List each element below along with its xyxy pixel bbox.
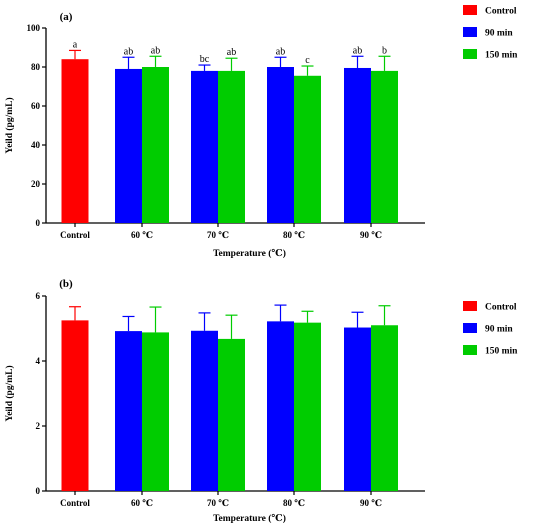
legend-label: 150 min [485, 51, 518, 61]
bar-70-150min [218, 70, 245, 224]
significance-label: a [73, 39, 78, 50]
legend-label: Control [485, 303, 517, 313]
legend-swatch [463, 323, 477, 333]
y-tick-label: 6 [36, 291, 41, 301]
bar-90-90min [344, 327, 371, 491]
y-tick-label: 60 [31, 101, 41, 111]
x-axis-title: Temperature (℃) [213, 248, 286, 259]
bar-60-90min [115, 331, 142, 491]
significance-label: b [382, 45, 387, 56]
panel-label: (a) [60, 11, 73, 23]
legend-swatch [463, 301, 477, 311]
y-tick-label: 4 [36, 356, 41, 366]
legend-label: Control [485, 7, 517, 17]
legend-label: 90 min [485, 29, 513, 39]
legend-label: 150 min [485, 347, 518, 357]
y-tick-label: 0 [36, 486, 41, 496]
significance-label: ab [227, 47, 236, 58]
legend-swatch [463, 49, 477, 59]
significance-label: c [305, 55, 310, 66]
bar-60-90min [115, 68, 142, 223]
y-tick-label: 100 [27, 23, 41, 33]
significance-label: ab [353, 45, 362, 56]
x-tick-label: 60 ℃ [131, 230, 153, 240]
x-tick-label: 80 ℃ [283, 230, 305, 240]
y-tick-label: 2 [36, 421, 41, 431]
x-tick-label: 90 ℃ [360, 230, 382, 240]
bar-60-150min [142, 67, 169, 223]
x-tick-label: 60 ℃ [131, 498, 153, 508]
x-axis-title: Temperature (℃) [213, 513, 286, 524]
legend: Control 90 min 150 min [463, 301, 518, 357]
legend-swatch [463, 5, 477, 15]
y-axis-title: Yeild (pg/mL) [4, 97, 15, 153]
bar-80-150min [294, 322, 321, 491]
x-tick-label: 90 ℃ [360, 498, 382, 508]
x-tick-label: 70 ℃ [207, 498, 229, 508]
legend: Control 90 min 150 min [463, 5, 518, 61]
bar-70-90min [191, 330, 218, 491]
x-tick-label: Control [60, 230, 90, 240]
y-tick-label: 80 [31, 62, 41, 72]
bar-control-control [61, 59, 89, 224]
significance-label: bc [200, 54, 210, 65]
x-tick-label: Control [60, 498, 90, 508]
bar-80-90min [267, 67, 294, 223]
bar-80-90min [267, 321, 294, 491]
significance-label: ab [124, 46, 133, 57]
bar-60-150min [142, 332, 169, 491]
bar-control-control [61, 320, 89, 491]
y-tick-label: 0 [36, 218, 41, 228]
bar-70-90min [191, 70, 218, 224]
bar-70-150min [218, 338, 245, 491]
significance-label: ab [276, 46, 285, 57]
y-tick-label: 40 [31, 140, 41, 150]
y-tick-label: 20 [31, 179, 41, 189]
chart-panel-a: (a) 0 20 40 60 80 100 Yeild (pg/mL) a Control ab ab… [4, 5, 518, 259]
legend-swatch [463, 27, 477, 37]
x-tick-label: 80 ℃ [283, 498, 305, 508]
bar-90-150min [371, 325, 398, 491]
bar-90-90min [344, 67, 371, 223]
chart-panel-b: (b) 0 2 4 6 Yeild (pg/mL) Control 60 ℃ 70 ℃ 80 ℃ 9… [4, 278, 518, 524]
y-axis-title: Yeild (pg/mL) [4, 365, 15, 421]
panel-label: (b) [59, 278, 73, 290]
bar-80-150min [294, 75, 321, 224]
bar-90-150min [371, 70, 398, 224]
x-tick-label: 70 ℃ [207, 230, 229, 240]
significance-label: ab [151, 45, 160, 56]
legend-label: 90 min [485, 325, 513, 335]
legend-swatch [463, 345, 477, 355]
